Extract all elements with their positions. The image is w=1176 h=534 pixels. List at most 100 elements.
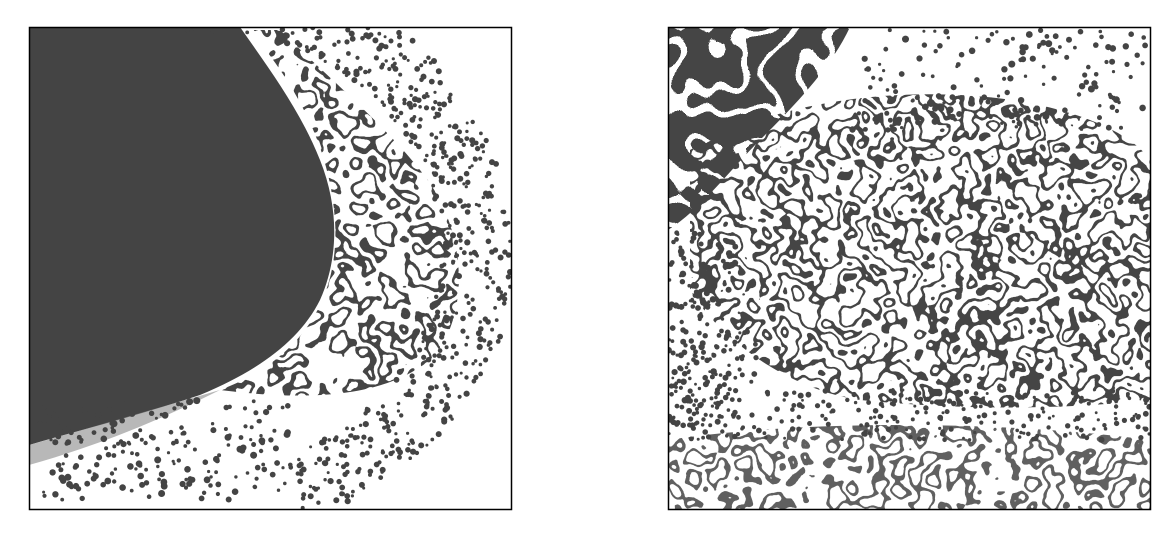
dot <box>719 328 724 334</box>
dot <box>457 198 463 204</box>
dot <box>1074 425 1080 430</box>
dot <box>949 113 956 121</box>
dot <box>439 208 445 214</box>
dot <box>392 66 399 72</box>
dot <box>405 391 412 398</box>
dot <box>327 478 334 485</box>
dot <box>496 296 502 301</box>
dot <box>493 306 497 310</box>
dot <box>479 269 483 273</box>
dot <box>1022 392 1029 399</box>
dot <box>797 392 804 399</box>
dot <box>378 417 383 422</box>
dot <box>692 403 696 407</box>
dot <box>483 357 489 363</box>
dot <box>1040 39 1047 46</box>
dot <box>410 448 417 455</box>
dot <box>1014 125 1018 129</box>
dot <box>1139 104 1146 112</box>
dot <box>377 31 382 36</box>
dot <box>433 100 438 105</box>
dot <box>1047 416 1052 420</box>
dot <box>967 438 972 442</box>
dot <box>494 318 499 322</box>
dot <box>694 292 702 299</box>
dot <box>732 339 738 345</box>
dot <box>1142 426 1146 430</box>
dot <box>1125 392 1130 396</box>
dot <box>790 418 795 423</box>
dot <box>259 434 263 438</box>
dot <box>454 274 458 278</box>
dot <box>428 78 435 85</box>
dot <box>679 319 684 325</box>
dot <box>478 320 482 324</box>
dot <box>362 421 369 428</box>
dot <box>992 411 997 416</box>
dot <box>442 262 447 267</box>
dot <box>358 65 363 71</box>
dot <box>1032 395 1036 399</box>
dot <box>703 412 708 417</box>
dot <box>484 266 489 272</box>
dot <box>336 39 341 44</box>
dot <box>334 64 341 71</box>
dot <box>889 401 895 406</box>
dot <box>1008 60 1016 68</box>
dot <box>138 428 143 433</box>
dot <box>223 404 230 411</box>
dot <box>448 414 453 419</box>
dot <box>931 118 939 125</box>
dot <box>1096 418 1100 422</box>
dot <box>728 348 733 352</box>
dot <box>486 170 492 177</box>
dot <box>470 305 477 312</box>
dot <box>215 481 222 488</box>
dot <box>64 473 72 481</box>
dot <box>396 454 402 460</box>
dot <box>298 471 304 477</box>
dot <box>311 44 317 50</box>
dot <box>179 480 186 488</box>
dot <box>921 42 928 48</box>
dot <box>418 117 423 122</box>
dot <box>440 355 447 361</box>
dot <box>398 72 403 77</box>
dot <box>90 475 97 482</box>
dot <box>428 326 435 333</box>
dot <box>399 413 404 418</box>
dot <box>468 251 473 256</box>
dot <box>989 31 995 37</box>
dot <box>996 94 1001 98</box>
dot <box>491 280 496 285</box>
dot <box>423 403 430 410</box>
dot <box>454 311 459 315</box>
dot <box>470 297 475 302</box>
dark-fringe <box>29 390 220 465</box>
dot <box>674 237 679 242</box>
dot <box>426 393 431 398</box>
dot <box>707 300 711 304</box>
dot <box>160 478 168 486</box>
dot <box>1078 399 1084 404</box>
dot <box>942 403 946 408</box>
dot <box>731 259 739 267</box>
dot <box>182 405 188 410</box>
dot <box>674 389 678 394</box>
dot <box>309 445 313 449</box>
dot <box>1114 398 1118 403</box>
dot <box>143 480 150 486</box>
dot <box>1143 396 1150 403</box>
dot <box>501 301 507 306</box>
dot <box>91 430 97 435</box>
dot <box>443 310 447 314</box>
dot <box>1093 84 1099 90</box>
dot <box>1105 124 1112 131</box>
dot <box>314 35 320 41</box>
dot <box>412 353 418 359</box>
dot <box>467 312 473 317</box>
dot <box>1098 29 1103 34</box>
dot <box>396 401 401 406</box>
dot <box>995 30 999 34</box>
dot <box>939 431 946 437</box>
